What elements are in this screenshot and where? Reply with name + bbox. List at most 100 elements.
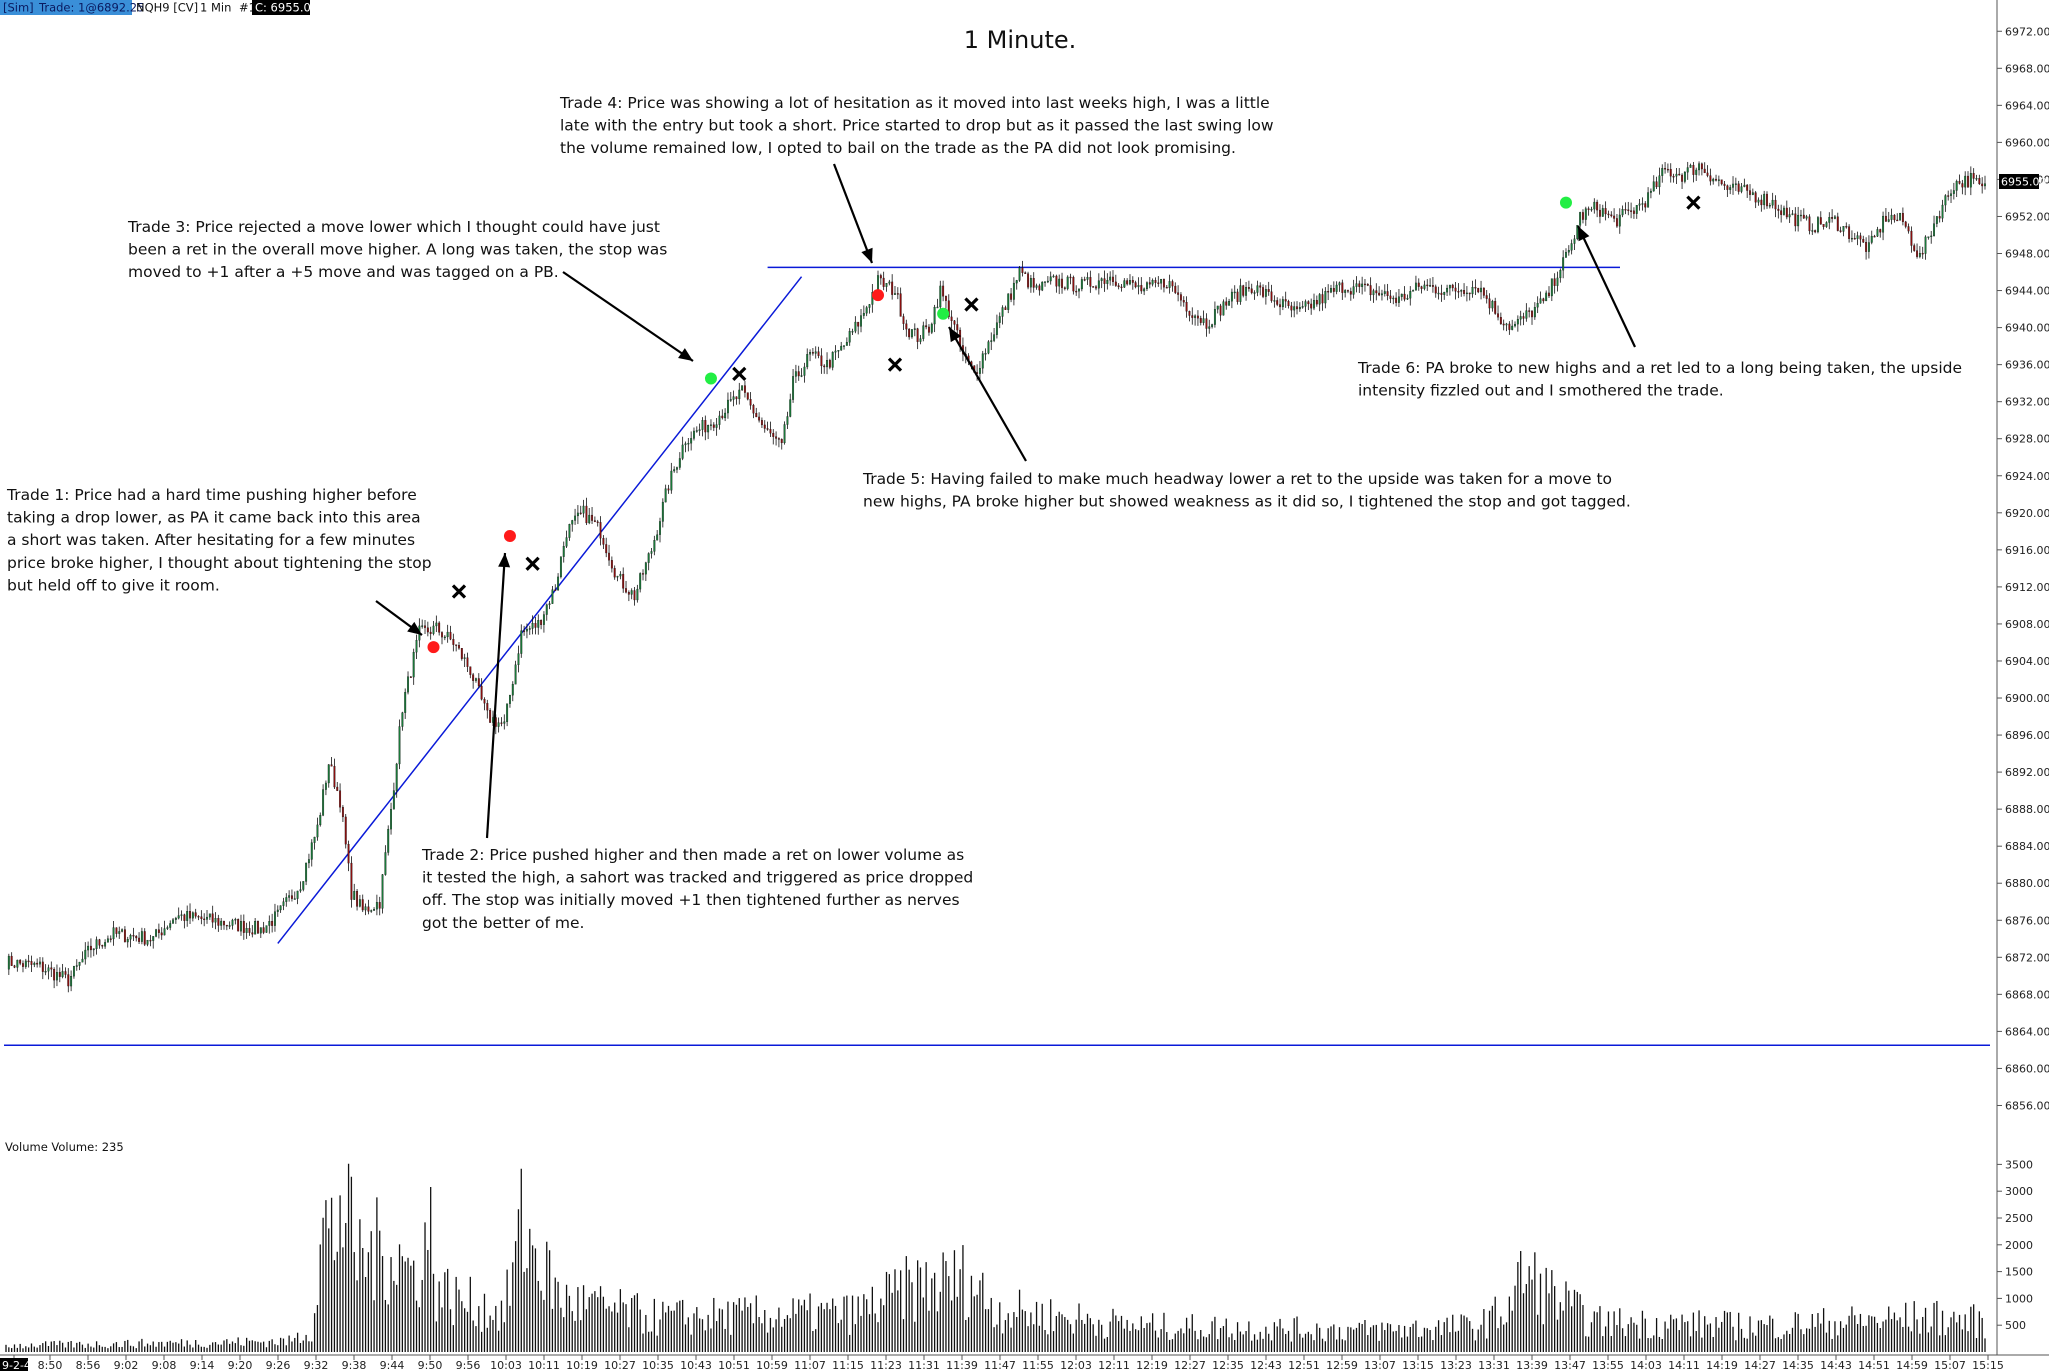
trade-note-line: Trade 1: Price had a hard time pushing h…: [6, 486, 417, 504]
candle-up: [1080, 279, 1083, 290]
price-tick-label: 6860.00: [2005, 1062, 2049, 1075]
candle-up: [353, 891, 356, 900]
candle-down: [1089, 277, 1092, 287]
candle-down: [1542, 298, 1545, 302]
candle-up: [259, 927, 262, 934]
candle-up: [475, 678, 477, 681]
annotation-arrow-shaft: [1577, 225, 1636, 348]
candle-up: [1579, 212, 1582, 226]
candle-up: [1964, 175, 1967, 188]
candle-up: [1800, 214, 1802, 217]
candle-down: [143, 931, 146, 945]
candle-up: [1301, 306, 1304, 308]
candle-down: [1262, 287, 1264, 297]
candle-up: [843, 345, 845, 347]
candle-down: [602, 538, 605, 545]
time-tick-label: 13:23: [1440, 1359, 1472, 1371]
candle-up: [324, 782, 327, 790]
candle-down: [89, 945, 92, 951]
price-tick-label: 6900.00: [2005, 692, 2049, 705]
candle-up: [1015, 280, 1018, 284]
candle-down: [1655, 181, 1658, 188]
price-tick-label: 6868.00: [2005, 988, 2049, 1001]
trade-note-line: new highs, PA broke higher but showed we…: [863, 493, 1631, 511]
candle-down: [1615, 218, 1618, 227]
trade-note: Trade 4: Price was showing a lot of hesi…: [559, 94, 1274, 157]
candle-up: [1330, 288, 1332, 293]
candle-down: [469, 666, 472, 675]
candle-up: [186, 911, 189, 921]
trade-note: Trade 1: Price had a hard time pushing h…: [6, 486, 432, 594]
candle-down: [336, 786, 339, 791]
candle-up: [557, 576, 560, 591]
candle-up: [1899, 212, 1902, 221]
candle-down: [237, 919, 240, 932]
time-tick-label: 14:03: [1630, 1359, 1662, 1371]
candle-down: [1024, 272, 1027, 274]
candle-up: [327, 764, 330, 784]
candle-up: [146, 939, 149, 945]
price-tick-label: 6876.00: [2005, 914, 2049, 927]
price-tick-label: 6880.00: [2005, 877, 2049, 890]
candle-down: [1669, 168, 1672, 177]
candle-up: [1406, 298, 1409, 300]
candle-down: [1284, 299, 1287, 302]
candle-down: [1296, 306, 1298, 310]
price-axis[interactable]: 6972.006968.006964.006960.006956.006952.…: [1997, 25, 2049, 1112]
candle-up: [220, 920, 223, 926]
price-tick-label: 6940.00: [2005, 322, 2049, 335]
candle-up: [551, 589, 554, 604]
candle-down: [1604, 208, 1607, 215]
candle-up: [1397, 296, 1400, 303]
candle-down: [1061, 278, 1063, 288]
trade-note-line: off. The stop was initially moved +1 the…: [422, 891, 960, 909]
candle-up: [1618, 214, 1621, 227]
candle-down: [1092, 286, 1095, 288]
candle-down: [1032, 278, 1035, 288]
candle-down: [1457, 291, 1460, 293]
candle-down: [712, 424, 715, 428]
chart-index-label: #1: [239, 1, 256, 15]
candle-down: [1369, 285, 1372, 296]
candle-down: [1582, 212, 1584, 220]
time-axis[interactable]: 9-2-4 8:50 8:56 9:02 9:08 9:14 9:20 9:26 9:32 9:3…: [0, 1355, 2004, 1371]
candle-down: [1055, 275, 1058, 287]
annotation-arrow-head: [949, 327, 962, 343]
time-tick-label: 13:31: [1478, 1359, 1510, 1371]
candle-down: [1522, 316, 1525, 319]
candle-down: [1723, 183, 1726, 186]
sim-trade-tag-bg: [0, 0, 132, 15]
candle-down: [882, 277, 885, 287]
candle-down: [1403, 293, 1406, 300]
candle-up: [1324, 291, 1327, 304]
horizontal-lines: [4, 266, 1990, 1047]
price-tick-label: 6904.00: [2005, 655, 2049, 668]
candle-down: [891, 281, 894, 295]
candle-up: [741, 385, 744, 391]
candle-down: [426, 627, 429, 633]
candle-up: [1952, 190, 1955, 194]
candle-down: [1219, 305, 1222, 316]
candle-down: [1267, 289, 1270, 292]
candle-down: [1126, 280, 1129, 285]
candle-up: [279, 905, 282, 911]
price-tick-label: 6964.00: [2005, 99, 2049, 112]
annotation-arrow-head: [498, 553, 511, 568]
candle-down: [1431, 285, 1434, 287]
candle-down: [1171, 281, 1174, 287]
candle-down: [50, 967, 53, 970]
candle-down: [1499, 317, 1502, 325]
price-tick-label: 6884.00: [2005, 840, 2049, 853]
candle-up: [39, 961, 41, 965]
candle-down: [1474, 287, 1477, 289]
candle-down: [942, 285, 945, 297]
candle-down: [811, 352, 814, 354]
candle-down: [766, 428, 769, 430]
candle-up: [1361, 283, 1364, 287]
candle-down: [591, 514, 594, 521]
candle-up: [1208, 326, 1211, 329]
candle-up: [531, 623, 534, 629]
candle-up: [1049, 276, 1052, 282]
trade-note-line: it tested the high, a sahort was tracked…: [422, 869, 973, 887]
